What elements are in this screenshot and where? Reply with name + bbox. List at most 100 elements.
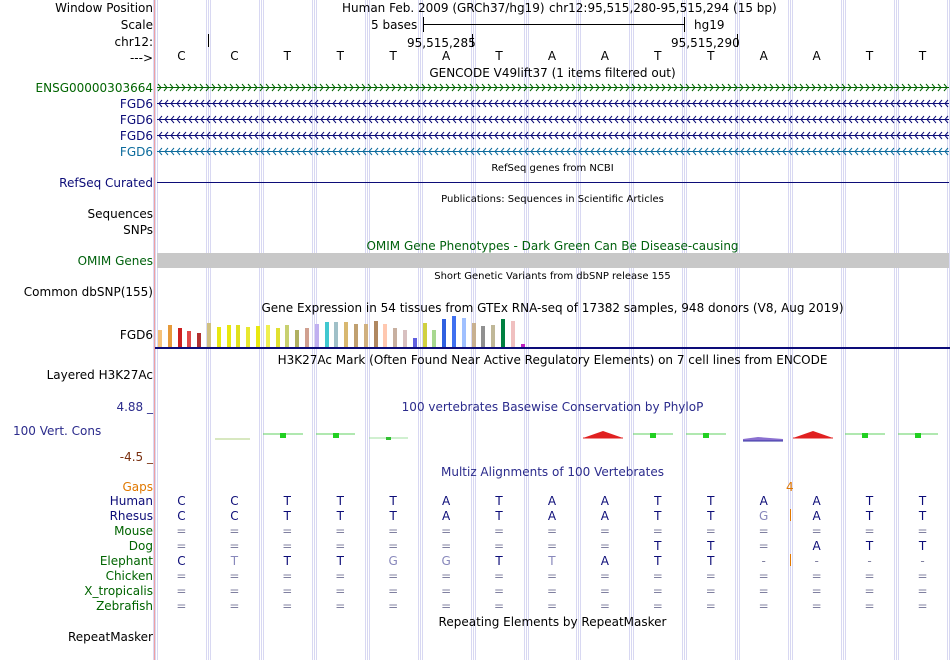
aligned-base: = [705,569,716,583]
aligned-base: = [864,524,875,538]
sequences-label[interactable]: Sequences [87,207,153,221]
refseq-curated-label[interactable]: RefSeq Curated [59,176,153,190]
reference-base[interactable]: A [759,49,768,63]
gtex-tissue-bar[interactable] [510,321,515,347]
gtex-tissue-bar[interactable] [314,324,319,347]
gencode-gene-label[interactable]: ENSG00000303664 [35,81,153,95]
gtex-tissue-bar[interactable] [295,330,300,347]
species-label[interactable]: Dog [128,539,153,553]
reference-base[interactable]: C [177,49,186,63]
omim-track-title: OMIM Gene Phenotypes - Dark Green Can Be… [366,239,739,253]
common-dbsnp-label[interactable]: Common dbSNP(155) [23,285,153,299]
omim-gene-feature[interactable] [157,253,949,268]
reference-base[interactable]: T [707,49,715,63]
gridline [418,0,419,660]
gtex-tissue-bar[interactable] [285,325,290,347]
reference-base[interactable]: T [865,49,874,63]
fgd6-transcript-label[interactable]: FGD6 [119,113,153,127]
fgd6-transcript-feature[interactable] [157,131,949,140]
gtex-tissue-bar[interactable] [236,325,241,347]
snps-label[interactable]: SNPs [123,223,153,237]
gencode-gene-feature[interactable] [157,83,949,92]
species-label[interactable]: Elephant [99,554,153,568]
gtex-tissue-bar[interactable] [363,324,368,347]
gtex-tissue-bar[interactable] [334,322,339,347]
gtex-tissue-bar[interactable] [520,344,525,347]
fgd6-transcript-feature[interactable] [157,99,949,108]
strand-arrow-label[interactable]: ---> [129,51,153,65]
layered-h3k27ac-label[interactable]: Layered H3K27Ac [46,368,153,382]
fgd6-transcript-feature[interactable] [157,147,949,156]
reference-base[interactable]: T [283,49,291,63]
gtex-tissue-bar[interactable] [167,325,172,347]
gtex-tissue-bar[interactable] [265,325,270,347]
gtex-tissue-bar[interactable] [344,322,349,347]
gridline [788,0,789,660]
reference-base[interactable]: T [336,49,344,63]
gtex-tissue-bar[interactable] [197,333,202,347]
cons-track-label[interactable]: 100 Vert. Cons [13,424,102,438]
gtex-tissue-bar[interactable] [501,319,505,347]
gtex-tissue-bar[interactable] [275,328,280,347]
fgd6-transcript-label[interactable]: FGD6 [119,145,153,159]
gtex-tissue-bar[interactable] [158,330,162,347]
aligned-base: = [229,584,240,598]
aligned-base: = [758,599,769,613]
aligned-base: T [495,509,503,523]
gtex-tissue-bar[interactable] [246,327,251,347]
gaps-label[interactable]: Gaps [122,480,153,494]
gridline [737,0,738,660]
gtex-tissue-bar[interactable] [216,327,221,347]
reference-base[interactable]: T [389,49,397,63]
gtex-tissue-bar[interactable] [403,330,407,347]
species-label[interactable]: Rhesus [109,509,153,523]
aligned-base: T [654,554,662,568]
aligned-base: G [759,509,769,523]
reference-base[interactable]: A [547,49,557,63]
gridline [471,0,472,660]
species-label[interactable]: Zebrafish [96,599,153,613]
species-label[interactable]: Chicken [105,569,153,583]
reference-base[interactable]: A [442,49,451,63]
aligned-base: = [811,599,822,613]
refseq-gene-line[interactable] [157,182,949,183]
gtex-tissue-bar[interactable] [471,323,476,347]
gtex-expression-plot[interactable] [158,316,538,347]
phylop-plot[interactable] [155,424,950,446]
gtex-tissue-bar[interactable] [187,331,192,347]
reference-base[interactable]: A [600,49,609,63]
fgd6-transcript-label[interactable]: FGD6 [119,97,153,111]
gtex-tissue-bar[interactable] [442,319,447,347]
species-label[interactable]: Mouse [114,524,153,538]
fgd6-transcript-label[interactable]: FGD6 [119,129,153,143]
gtex-tissue-bar[interactable] [226,325,231,347]
reference-base[interactable]: T [918,49,927,63]
gtex-tissue-bar[interactable] [432,330,437,347]
gtex-tissue-bar[interactable] [256,326,260,347]
gtex-tissue-bar[interactable] [373,321,378,347]
reference-base[interactable]: A [812,49,821,63]
gtex-tissue-bar[interactable] [422,323,427,347]
gtex-tissue-bar[interactable] [412,338,417,347]
species-label[interactable]: Human [109,494,153,508]
fgd6-transcript-feature[interactable] [157,115,949,124]
species-label[interactable]: X_tropicalis [84,584,153,598]
reference-base[interactable]: T [654,49,662,63]
gtex-tissue-bar[interactable] [305,328,309,347]
gtex-tissue-bar[interactable] [481,326,486,347]
gtex-tissue-bar[interactable] [354,324,358,347]
gtex-tissue-bar[interactable] [177,328,182,347]
repeatmasker-label[interactable]: RepeatMasker [67,630,153,644]
gtex-tissue-bar[interactable] [461,318,466,347]
gtex-tissue-bar[interactable] [324,322,329,347]
gtex-tissue-bar[interactable] [207,323,211,347]
gtex-tissue-bar[interactable] [393,328,398,347]
gtex-tissue-bar[interactable] [491,325,496,347]
reference-base[interactable]: C [230,49,239,63]
omim-genes-label[interactable]: OMIM Genes [77,254,153,268]
reference-base[interactable]: T [495,49,503,63]
gtex-tissue-bar[interactable] [383,324,388,347]
gtex-gene-label[interactable]: FGD6 [119,328,153,342]
aligned-base: = [229,524,240,538]
gtex-tissue-bar[interactable] [452,316,456,347]
